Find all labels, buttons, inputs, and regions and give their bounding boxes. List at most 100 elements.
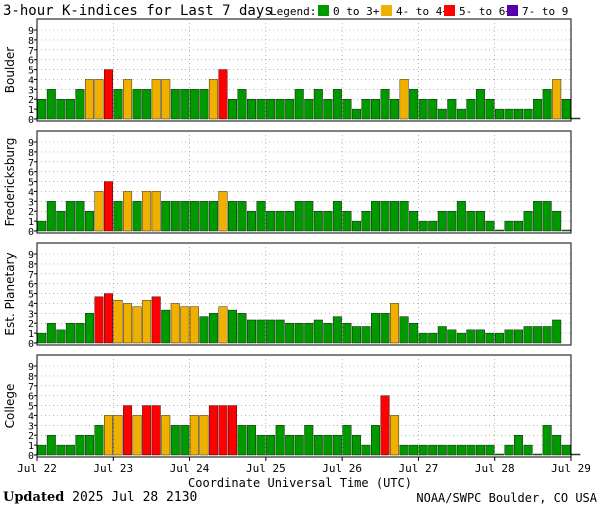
kp-bar bbox=[332, 316, 342, 344]
kp-bar bbox=[123, 303, 133, 344]
y-tick-label: 5 bbox=[28, 66, 34, 77]
y-tick-label: 1 bbox=[28, 329, 34, 340]
kp-bar bbox=[304, 201, 314, 232]
kp-bar bbox=[523, 326, 533, 344]
kp-bar bbox=[237, 313, 247, 344]
kp-bar bbox=[123, 191, 133, 232]
kp-bar bbox=[456, 108, 466, 120]
kp-bar bbox=[342, 99, 352, 120]
kp-bar bbox=[323, 99, 333, 120]
kp-bar bbox=[437, 211, 447, 232]
kp-bar bbox=[361, 99, 371, 120]
y-tick-label: 7 bbox=[28, 270, 34, 281]
kp-bar bbox=[285, 435, 295, 456]
y-tick-label: 4 bbox=[28, 299, 34, 310]
kp-bar bbox=[514, 329, 524, 344]
x-tick-label: Jul 23 bbox=[93, 462, 133, 475]
kp-bar bbox=[428, 220, 438, 232]
y-tick-label: 0 bbox=[28, 451, 34, 462]
kp-bar bbox=[428, 444, 438, 456]
kp-bar bbox=[218, 405, 228, 456]
kp-bar bbox=[304, 99, 314, 120]
kp-bar bbox=[495, 108, 504, 120]
kp-bar bbox=[533, 99, 543, 120]
legend-entry-1: 4- to 4+ bbox=[396, 5, 449, 18]
kp-bar bbox=[189, 89, 199, 120]
kp-bar bbox=[256, 319, 266, 344]
kp-bar bbox=[266, 211, 276, 232]
kp-bar bbox=[466, 99, 476, 120]
kp-bar bbox=[113, 201, 123, 232]
kp-bar bbox=[390, 415, 400, 456]
kp-bar bbox=[266, 99, 276, 120]
kp-bar bbox=[142, 299, 152, 344]
kp-bar bbox=[285, 99, 295, 120]
kp-bar bbox=[504, 108, 514, 120]
x-tick-label: Jul 22 bbox=[17, 462, 57, 475]
y-tick-label: 3 bbox=[28, 85, 34, 96]
kp-bar bbox=[161, 79, 171, 120]
kp-bar bbox=[208, 79, 218, 120]
kp-bar bbox=[390, 99, 400, 120]
kp-bar bbox=[571, 453, 581, 456]
kp-bar bbox=[247, 319, 257, 344]
legend-label: Legend: bbox=[270, 5, 316, 18]
kp-bar bbox=[342, 323, 352, 344]
kp-bar bbox=[332, 435, 342, 456]
kp-bar bbox=[94, 191, 104, 232]
kp-bar bbox=[199, 316, 209, 344]
kp-bar bbox=[94, 79, 104, 120]
y-tick-label: 2 bbox=[28, 431, 34, 442]
kp-bar bbox=[247, 99, 257, 120]
kp-bar bbox=[189, 201, 199, 232]
y-tick-label: 3 bbox=[28, 309, 34, 320]
kp-bar bbox=[294, 435, 304, 456]
kp-bar bbox=[123, 79, 133, 120]
kp-bar bbox=[399, 201, 409, 232]
kp-bar bbox=[247, 425, 257, 456]
kp-bar bbox=[342, 211, 352, 232]
kp-bar bbox=[304, 323, 314, 344]
kp-bar bbox=[256, 435, 266, 456]
kp-bar bbox=[399, 79, 409, 120]
kp-bar bbox=[285, 323, 295, 344]
kp-bar bbox=[552, 319, 562, 344]
kp-bar bbox=[237, 89, 247, 120]
kp-bar bbox=[142, 89, 152, 120]
y-tick-label: 9 bbox=[28, 250, 34, 261]
kp-bar bbox=[456, 332, 466, 344]
kp-bar bbox=[399, 316, 409, 344]
y-tick-label: 1 bbox=[28, 441, 34, 452]
kp-bar bbox=[514, 435, 524, 456]
kp-bar bbox=[485, 444, 495, 456]
kp-bar bbox=[466, 444, 476, 456]
kp-bar bbox=[380, 89, 390, 120]
kp-bar bbox=[113, 415, 123, 456]
kp-bar bbox=[56, 99, 66, 120]
credit-text: NOAA/SWPC Boulder, CO USA bbox=[416, 491, 597, 505]
kp-bar bbox=[523, 444, 533, 456]
kp-bar bbox=[485, 332, 495, 344]
kp-bar bbox=[132, 415, 142, 456]
x-axis-title: Coordinate Universal Time (UTC) bbox=[188, 476, 412, 490]
kp-bar bbox=[523, 108, 533, 120]
kp-bar bbox=[313, 319, 323, 344]
kp-bar bbox=[132, 89, 142, 120]
y-tick-label: 7 bbox=[28, 158, 34, 169]
y-tick-label: 4 bbox=[28, 411, 34, 422]
kp-bar bbox=[75, 89, 85, 120]
kp-bar bbox=[437, 444, 447, 456]
kp-bar bbox=[180, 89, 190, 120]
y-tick-label: 0 bbox=[28, 339, 34, 350]
kp-bar bbox=[208, 313, 218, 344]
kp-bar bbox=[180, 306, 190, 344]
kp-bar bbox=[208, 201, 218, 232]
kp-bar bbox=[485, 99, 495, 120]
kp-bar bbox=[256, 201, 266, 232]
y-tick-label: 4 bbox=[28, 187, 34, 198]
y-tick-label: 2 bbox=[28, 95, 34, 106]
y-tick-label: 8 bbox=[28, 148, 34, 159]
kp-bar bbox=[247, 211, 257, 232]
